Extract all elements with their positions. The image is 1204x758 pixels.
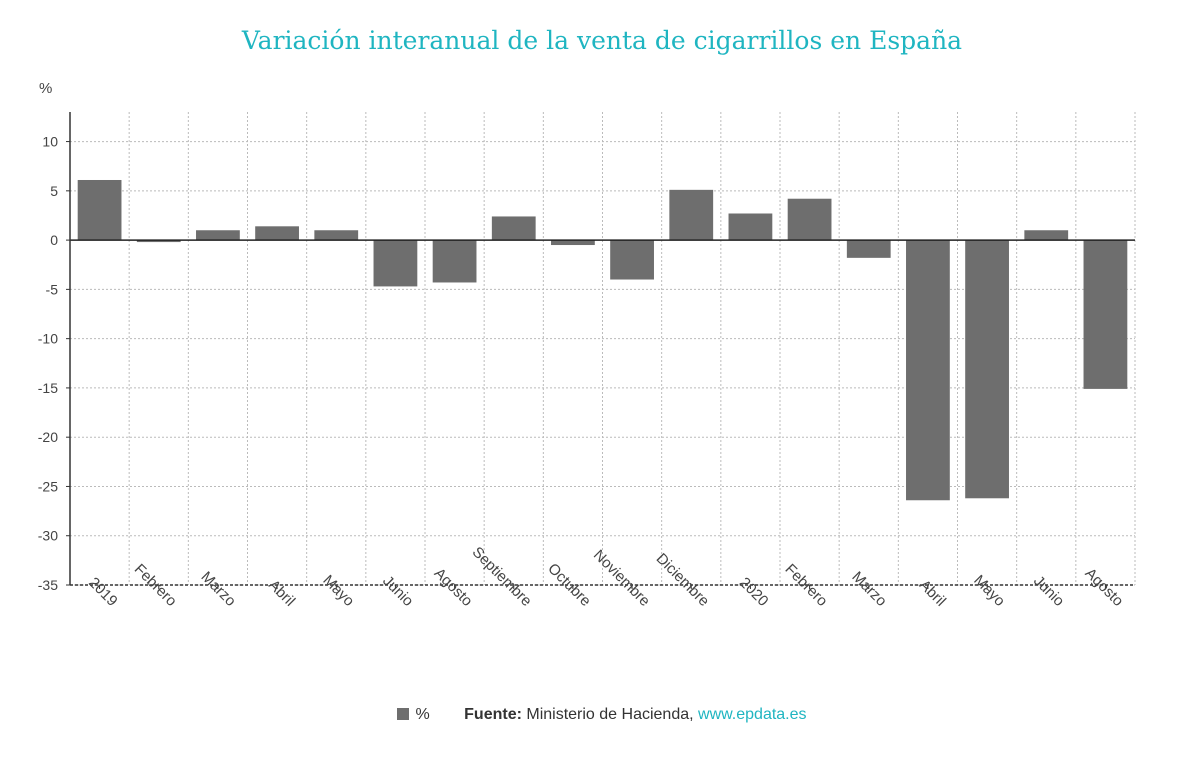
x-tick-label: Mayo [970,572,1008,610]
bar [1024,230,1069,241]
x-tick-label: Diciembre [653,550,713,610]
bar [728,213,773,241]
bar [610,240,654,280]
bar [432,240,477,283]
chart-title: Variación interanual de la venta de ciga… [241,26,963,55]
source-label: Fuente: [464,706,522,723]
y-tick-label: -10 [38,331,58,347]
bar [1083,240,1128,389]
chart-footer: % Fuente: Ministerio de Hacienda, www.ep… [0,706,1204,724]
bar [846,240,891,258]
y-tick-label: -5 [46,281,59,297]
bar [196,230,240,241]
x-tick-label: Abril [916,577,949,610]
y-tick-label: -35 [38,577,58,593]
bar [491,216,536,241]
source-link[interactable]: www.epdata.es [698,706,807,723]
y-tick-label: -15 [38,380,58,396]
x-tick-label: Marzo [848,568,889,609]
y-tick-label: 10 [42,134,58,150]
x-tick-label: Abril [265,577,298,610]
bar [314,230,359,241]
legend-swatch [397,708,410,720]
bar [373,240,418,287]
x-tick-label: Noviembre [590,547,653,610]
x-tick-label: Junio [1030,572,1067,609]
y-tick-label: 5 [50,183,58,199]
bar [669,189,714,241]
y-tick-label: -20 [38,429,58,445]
x-tick-label: Marzo [198,568,239,609]
x-tick-label: Junio [379,572,416,609]
source-text: Ministerio de Hacienda, [521,706,699,723]
legend-label: % [415,706,430,723]
y-tick-label: -30 [38,528,58,544]
bar [965,240,1009,499]
x-tick-label: 2020 [736,574,772,610]
x-tick-label: Mayo [319,572,357,610]
y-tick-label: 0 [50,232,58,248]
x-tick-label: Agosto [431,565,476,610]
y-tick-label: -25 [38,478,58,494]
y-axis-unit-label: % [39,80,53,97]
bar [255,226,299,241]
bar [787,198,832,241]
x-tick-label: 2019 [85,574,121,610]
x-tick-label: Agosto [1082,565,1127,610]
x-tick-label: Septiembre [469,544,535,610]
bar [551,240,595,246]
bar [906,240,950,501]
bar [77,179,122,241]
bar [136,240,181,243]
